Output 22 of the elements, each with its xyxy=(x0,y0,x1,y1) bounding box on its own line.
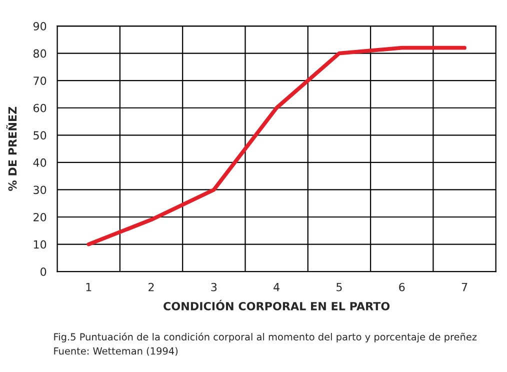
y-tick-label: 80 xyxy=(33,49,46,58)
x-axis-title: CONDICIÓN CORPORAL EN EL PARTO xyxy=(164,300,390,310)
x-tick-label: 1 xyxy=(86,283,92,292)
caption: Fig.5 Puntuación de la condición corporal al momento del parto y porcentaje de preñez xyxy=(54,332,477,342)
y-tick-label: 70 xyxy=(34,76,46,85)
y-axis-title: % DE PREÑEZ xyxy=(6,106,17,191)
x-tick-label: 7 xyxy=(462,283,468,292)
y-tick-label: 40 xyxy=(33,158,46,167)
y-tick-label: 60 xyxy=(34,104,46,112)
y-tick-label: 10 xyxy=(34,240,46,249)
y-tick-label: 30 xyxy=(34,186,46,194)
x-tick-label: 4 xyxy=(274,283,280,292)
x-tick-label: 3 xyxy=(211,282,217,292)
y-tick-label: 50 xyxy=(34,131,46,140)
line-series xyxy=(86,46,466,246)
x-tick-label: 6 xyxy=(399,282,405,292)
x-tick-label: 5 xyxy=(336,283,342,292)
y-tick-label: 20 xyxy=(34,212,46,222)
x-tick-label: 2 xyxy=(148,282,154,292)
source-note: Fuente: Wetteman (1994) xyxy=(54,347,178,356)
y-tick-label: 90 xyxy=(33,22,46,30)
y-tick-label: 0 xyxy=(40,268,46,276)
